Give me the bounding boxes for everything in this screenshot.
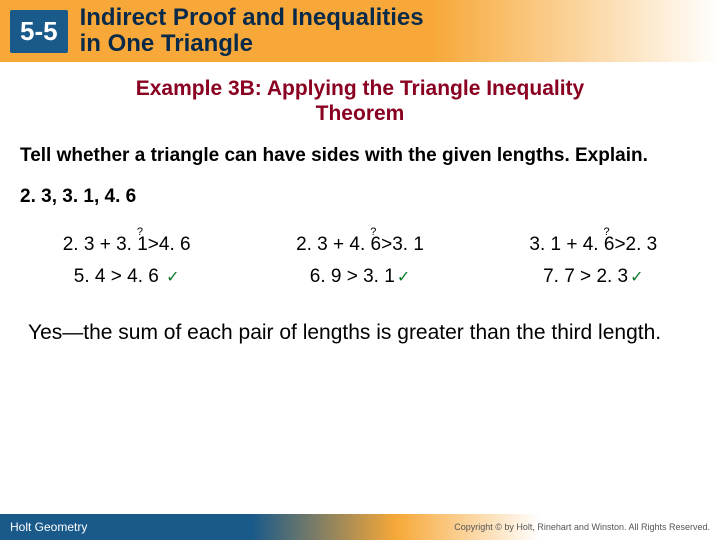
- given-lengths: 2. 3, 3. 1, 4. 6: [20, 186, 700, 208]
- subtitle-line2: Theorem: [316, 102, 405, 125]
- question-mark-icon: ?: [137, 226, 143, 238]
- header-title: Indirect Proof and Inequalities in One T…: [80, 5, 424, 58]
- ineq-rhs: 2. 3: [626, 234, 658, 255]
- inequality-column: 2. 3 + 4. 6>3. 1 ? 6. 9 > 3. 1✓: [296, 234, 424, 288]
- slide-header: 5-5 Indirect Proof and Inequalities in O…: [0, 0, 720, 62]
- question-mark-icon: ?: [370, 226, 376, 238]
- inequality-result: 5. 4 > 4. 6 ✓: [63, 266, 191, 288]
- header-title-line1: Indirect Proof and Inequalities: [80, 4, 424, 31]
- inequality-test: 3. 1 + 4. 6>2. 3 ?: [529, 234, 657, 256]
- inequality-test: 2. 3 + 3. 1>4. 6 ?: [63, 234, 191, 256]
- section-number: 5-5: [20, 16, 58, 46]
- check-icon: ✓: [630, 269, 643, 286]
- result-lhs: 7. 7: [543, 266, 575, 287]
- question-mark-icon: ?: [604, 226, 610, 238]
- ineq-rhs: 3. 1: [392, 234, 424, 255]
- subtitle-line1: Example 3B: Applying the Triangle Inequa…: [136, 77, 584, 100]
- footer-book-title: Holt Geometry: [10, 520, 87, 534]
- answer-text: Yes—the sum of each pair of lengths is g…: [28, 320, 692, 346]
- inequality-test: 2. 3 + 4. 6>3. 1 ?: [296, 234, 424, 256]
- header-title-line2: in One Triangle: [80, 30, 253, 57]
- ineq-rhs: 4. 6: [159, 234, 191, 255]
- inequality-column: 3. 1 + 4. 6>2. 3 ? 7. 7 > 2. 3✓: [529, 234, 657, 288]
- section-number-box: 5-5: [10, 10, 68, 53]
- check-icon: ✓: [397, 269, 410, 286]
- slide-footer: Holt Geometry Copyright © by Holt, Rineh…: [0, 514, 720, 540]
- example-subtitle: Example 3B: Applying the Triangle Inequa…: [0, 76, 720, 126]
- result-lhs: 6. 9: [310, 266, 342, 287]
- check-icon: ✓: [166, 269, 179, 286]
- result-rhs: 3. 1: [363, 266, 395, 287]
- result-rhs: 4. 6: [127, 266, 159, 287]
- ineq-lhs: 2. 3 + 4. 6: [296, 234, 381, 255]
- ineq-lhs: 2. 3 + 3. 1: [63, 234, 148, 255]
- inequality-result: 7. 7 > 2. 3✓: [529, 266, 657, 288]
- inequality-result: 6. 9 > 3. 1✓: [296, 266, 424, 288]
- problem-prompt: Tell whether a triangle can have sides w…: [20, 144, 700, 168]
- inequalities-row: 2. 3 + 3. 1>4. 6 ? 5. 4 > 4. 6 ✓ 2. 3 + …: [10, 234, 710, 288]
- result-lhs: 5. 4: [74, 266, 106, 287]
- footer-copyright: Copyright © by Holt, Rinehart and Winsto…: [454, 522, 710, 532]
- result-rhs: 2. 3: [596, 266, 628, 287]
- inequality-column: 2. 3 + 3. 1>4. 6 ? 5. 4 > 4. 6 ✓: [63, 234, 191, 288]
- ineq-lhs: 3. 1 + 4. 6: [529, 234, 614, 255]
